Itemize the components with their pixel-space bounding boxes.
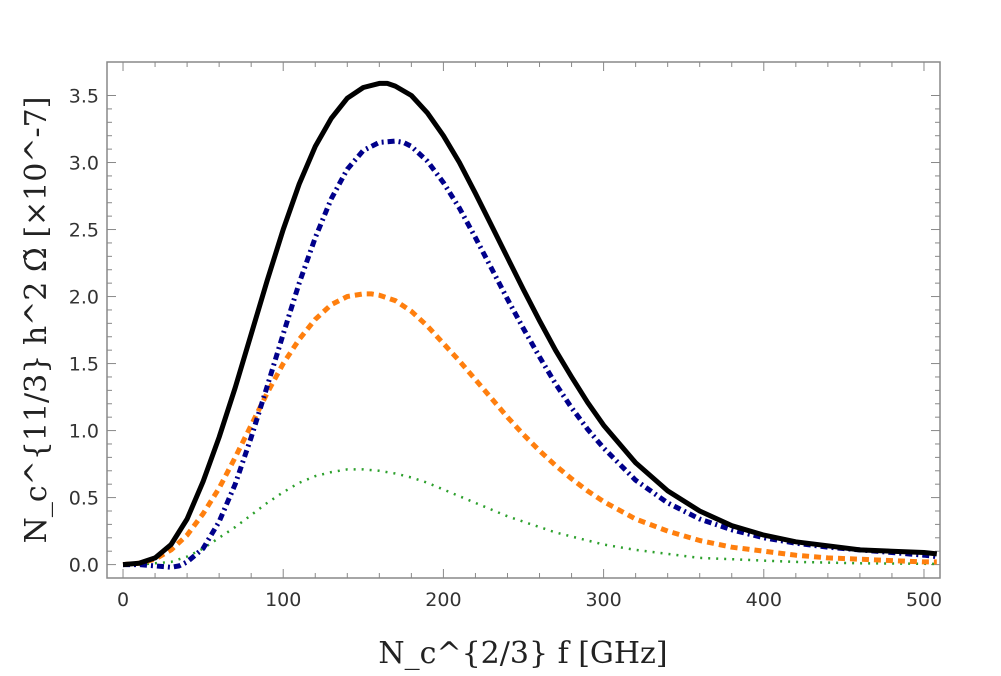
- y-axis-title: N_c^{11/3} h^2 Ω̃ [×10^-7]: [19, 97, 54, 544]
- x-tick-label: 400: [746, 589, 782, 611]
- x-tick-label: 0: [117, 589, 129, 611]
- x-tick-label: 500: [906, 589, 942, 611]
- series-line-total: [122, 80, 938, 568]
- tick-marks: [107, 62, 940, 578]
- y-tick-label: 1.0: [69, 421, 99, 443]
- x-tick-label: 100: [265, 589, 301, 611]
- tick-labels: 0 100 200 300 400 500 0.0 0.5 1.0 1.5 2.0 2.5 3.0 3.5: [69, 86, 942, 611]
- series-line-dashed: [122, 291, 937, 568]
- series-line-dotted: [123, 468, 937, 566]
- y-tick-label: 1.5: [69, 354, 99, 376]
- y-tick-label: 3.5: [69, 86, 99, 108]
- y-tick-label: 0.5: [69, 488, 99, 510]
- x-tick-label: 200: [425, 589, 461, 611]
- y-tick-label: 3.0: [69, 153, 99, 175]
- series-lines: [122, 80, 938, 570]
- y-tick-label: 2.5: [69, 220, 99, 242]
- y-tick-label: 0.0: [69, 555, 99, 577]
- plot-frame: [106, 61, 941, 579]
- x-tick-label: 300: [585, 589, 621, 611]
- x-axis-title: N_c^{2/3} f [GHz]: [378, 636, 667, 671]
- series-line-dash-dot: [123, 138, 938, 570]
- y-tick-label: 2.0: [69, 287, 99, 309]
